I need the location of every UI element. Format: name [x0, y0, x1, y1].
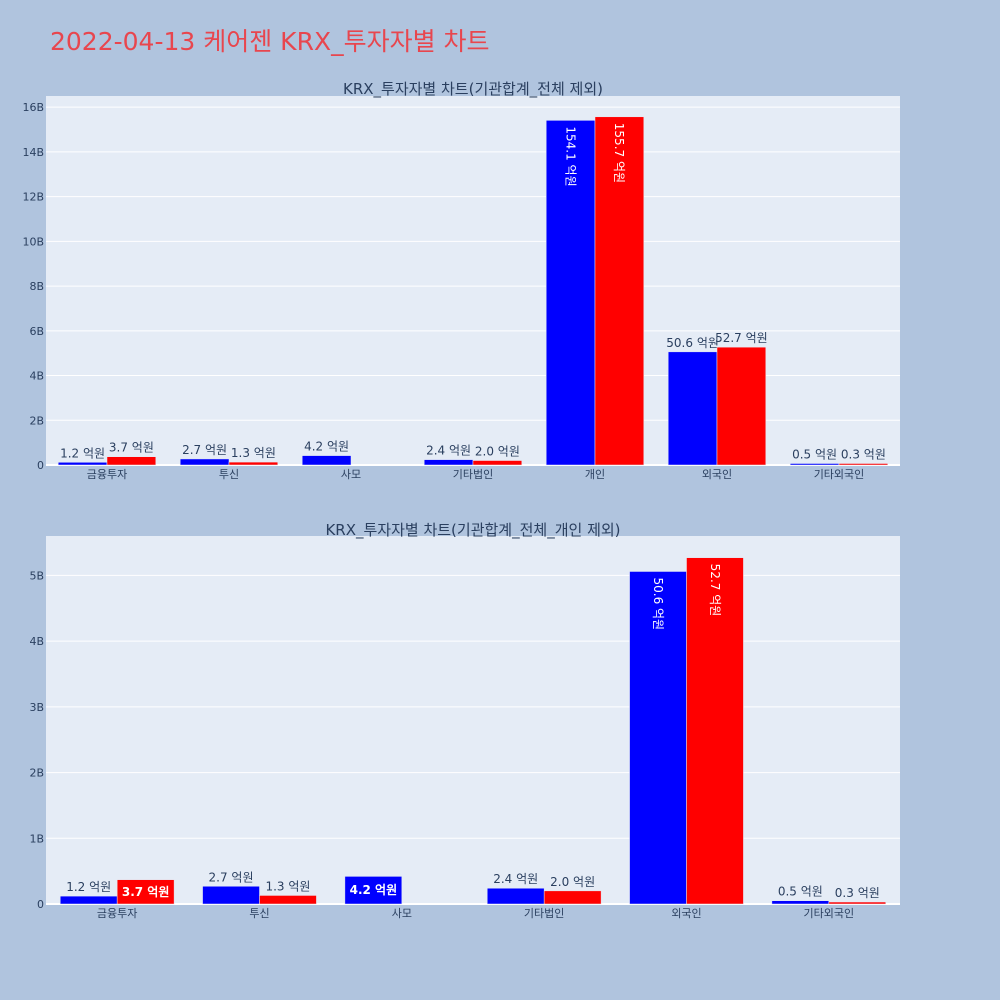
- data-label: 1.2 억원: [66, 880, 111, 894]
- x-tick-label: 외국인: [671, 907, 701, 920]
- bar: [629, 571, 687, 905]
- y-tick-label: 5B: [29, 569, 44, 582]
- page-title: 2022-04-13 케어젠 KRX_투자자별 차트: [50, 27, 490, 56]
- data-label: 4.2 억원: [304, 440, 349, 454]
- y-tick-label: 6B: [29, 325, 44, 338]
- bar: [344, 876, 403, 905]
- data-label: 0.5 억원: [778, 885, 823, 899]
- data-label: 154.1 억원: [563, 126, 577, 186]
- y-tick-label: 14B: [22, 146, 44, 159]
- data-label: 2.7 억원: [182, 443, 227, 457]
- y-tick-label: 12B: [22, 191, 44, 204]
- y-tick-label: 3B: [29, 701, 44, 714]
- data-label: 3.7 억원: [122, 885, 170, 899]
- x-tick-label: 금융투자: [87, 468, 127, 481]
- data-label: 50.6 억원: [651, 577, 665, 630]
- bar: [545, 120, 596, 466]
- x-tick-label: 사모: [392, 907, 412, 920]
- y-tick-label: 0: [37, 459, 44, 472]
- bar: [543, 890, 602, 905]
- bar: [686, 557, 744, 905]
- x-tick-label: 기타법인: [453, 468, 493, 481]
- bar: [202, 886, 260, 905]
- x-tick-label: 투신: [249, 907, 269, 920]
- y-tick-label: 2B: [29, 414, 44, 427]
- data-label: 1.3 억원: [231, 446, 276, 460]
- chart-title: KRX_투자자별 차트(기관합계_전체_개인 제외): [325, 521, 620, 540]
- y-tick-label: 4B: [29, 635, 44, 648]
- data-label: 2.0 억원: [550, 875, 595, 889]
- chart-top: KRX_투자자별 차트(기관합계_전체 제외) 0 2B 4B 6B 8B 10B 12B 14…: [22, 80, 900, 481]
- bar: [594, 116, 645, 466]
- bar: [59, 895, 118, 905]
- x-tick-label: 외국인: [702, 468, 732, 481]
- bar: [106, 456, 157, 466]
- bar: [838, 463, 889, 466]
- data-label: 1.2 억원: [60, 446, 105, 460]
- bar: [472, 460, 523, 466]
- x-tick-label: 기타법인: [524, 907, 564, 920]
- x-tick-label: 금융투자: [97, 907, 137, 920]
- y-tick-label: 4B: [29, 370, 44, 383]
- data-label: 3.7 억원: [109, 441, 154, 455]
- data-label: 2.4 억원: [493, 872, 538, 886]
- bar: [771, 900, 830, 905]
- data-label: 0.3 억원: [841, 448, 886, 462]
- data-label: 50.6 억원: [666, 336, 719, 350]
- bar: [259, 895, 317, 905]
- data-label: 0.3 억원: [835, 886, 880, 900]
- bar: [116, 879, 175, 905]
- data-label: 52.7 억원: [708, 564, 722, 617]
- bar: [667, 351, 718, 466]
- y-tick-label: 8B: [29, 280, 44, 293]
- y-tick-label: 0: [37, 898, 44, 911]
- y-tick-label: 1B: [29, 832, 44, 845]
- y-tick-label: 10B: [22, 235, 44, 248]
- x-tick-label: 기타외국인: [814, 468, 865, 481]
- data-label: 0.5 억원: [792, 448, 837, 462]
- data-label: 52.7 억원: [715, 331, 768, 345]
- y-tick-label: 16B: [22, 101, 44, 114]
- x-tick-label: 개인: [585, 468, 605, 481]
- bar: [716, 346, 767, 466]
- plot-area: [46, 536, 900, 904]
- data-label: 2.4 억원: [426, 444, 471, 458]
- bar: [301, 455, 352, 466]
- x-tick-label: 기타외국인: [804, 907, 855, 920]
- bar: [228, 461, 279, 466]
- chart-title: KRX_투자자별 차트(기관합계_전체 제외): [343, 80, 603, 99]
- data-label: 155.7 억원: [612, 123, 626, 183]
- data-label: 1.3 억원: [265, 879, 310, 893]
- data-label: 4.2 억원: [350, 883, 398, 897]
- data-label: 2.7 억원: [209, 870, 254, 884]
- bar: [486, 887, 545, 905]
- y-tick-label: 2B: [29, 767, 44, 780]
- data-label: 2.0 억원: [475, 445, 520, 459]
- bar: [828, 901, 887, 905]
- x-tick-label: 투신: [219, 468, 239, 481]
- x-tick-label: 사모: [341, 468, 361, 481]
